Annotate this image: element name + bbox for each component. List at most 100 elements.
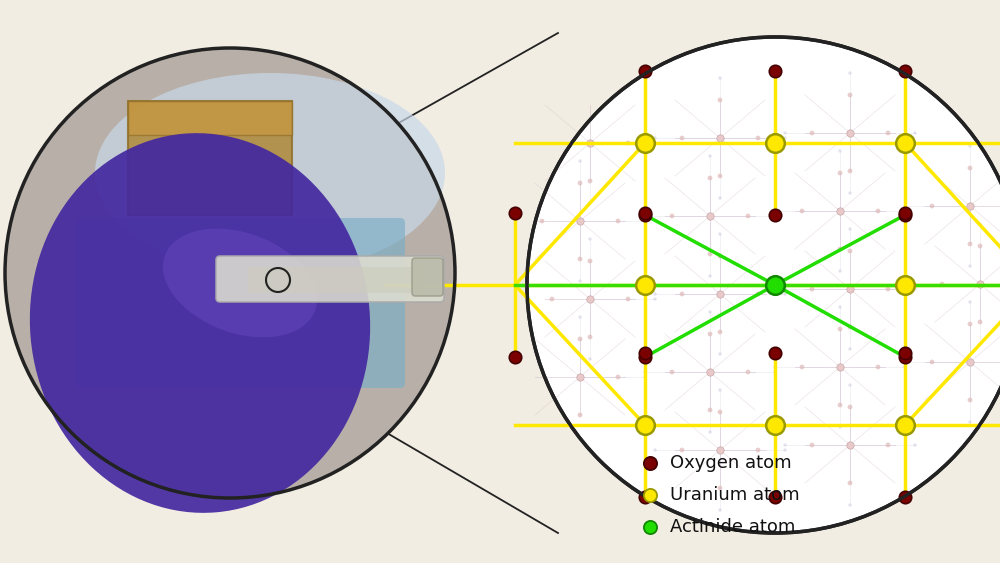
Point	[832, 302, 848, 311]
Point	[642, 522, 658, 531]
Point	[842, 167, 858, 176]
Text: Oxygen atom: Oxygen atom	[670, 454, 792, 472]
Point	[962, 418, 978, 427]
Point	[712, 328, 728, 337]
Point	[702, 271, 718, 280]
Point	[712, 445, 728, 454]
Point	[842, 189, 858, 198]
Point	[832, 146, 848, 155]
Point	[674, 445, 690, 454]
Point	[712, 252, 728, 261]
Point	[767, 421, 783, 430]
Point	[777, 284, 793, 293]
Point	[777, 133, 793, 142]
Point	[637, 348, 653, 358]
Point	[572, 410, 588, 419]
Point	[572, 312, 588, 321]
Point	[972, 339, 988, 348]
Point	[582, 176, 598, 185]
Point	[897, 138, 913, 148]
Point	[832, 324, 848, 333]
Point	[767, 207, 783, 216]
Point	[572, 373, 588, 382]
Point	[702, 307, 718, 316]
Point	[712, 96, 728, 105]
Point	[804, 284, 820, 293]
Point	[962, 297, 978, 306]
Point	[897, 358, 913, 367]
Point	[962, 239, 978, 248]
Point	[972, 279, 988, 288]
Point	[924, 202, 940, 211]
Point	[702, 212, 718, 221]
Point	[804, 128, 820, 137]
Point	[637, 352, 653, 361]
Point	[637, 493, 653, 502]
Point	[870, 363, 886, 372]
Point	[647, 294, 663, 303]
Point	[582, 138, 598, 148]
Point	[637, 368, 653, 377]
Point	[897, 421, 913, 430]
Point	[702, 173, 718, 182]
Point	[712, 386, 728, 395]
FancyBboxPatch shape	[75, 218, 405, 388]
Point	[907, 440, 923, 449]
Point	[712, 289, 728, 298]
Point	[702, 368, 718, 377]
Point	[712, 350, 728, 359]
FancyBboxPatch shape	[216, 256, 444, 302]
Point	[842, 501, 858, 510]
Point	[582, 235, 598, 244]
Point	[842, 284, 858, 293]
Point	[962, 358, 978, 367]
Point	[702, 405, 718, 414]
Point	[572, 334, 588, 343]
Point	[777, 445, 793, 454]
Point	[637, 217, 653, 226]
Point	[712, 172, 728, 181]
Point	[842, 91, 858, 100]
Point	[842, 403, 858, 412]
Point	[972, 220, 988, 229]
Point	[767, 493, 783, 502]
Point	[897, 207, 913, 216]
Point	[832, 168, 848, 177]
Point	[842, 69, 858, 78]
Point	[794, 363, 810, 372]
Point	[637, 138, 653, 148]
Point	[637, 421, 653, 430]
Point	[647, 289, 663, 298]
Point	[647, 133, 663, 142]
Point	[880, 128, 896, 137]
Point	[907, 128, 923, 137]
Point	[924, 358, 940, 367]
Point	[642, 458, 658, 467]
Point	[664, 212, 680, 221]
Point	[712, 408, 728, 417]
Point	[702, 427, 718, 436]
Point	[610, 217, 626, 226]
Point	[767, 66, 783, 75]
Point	[664, 368, 680, 377]
Point	[637, 280, 653, 289]
Point	[702, 249, 718, 258]
Point	[880, 284, 896, 293]
Point	[842, 440, 858, 449]
Point	[712, 133, 728, 142]
Point	[897, 493, 913, 502]
Point	[962, 261, 978, 270]
Point	[777, 440, 793, 449]
Text: Uranium atom: Uranium atom	[670, 486, 800, 504]
Point	[620, 138, 636, 148]
Point	[767, 211, 783, 220]
Point	[712, 230, 728, 239]
Point	[767, 348, 783, 358]
Circle shape	[527, 37, 1000, 533]
Point	[750, 289, 766, 298]
Point	[897, 348, 913, 358]
Point	[897, 202, 913, 211]
Point	[610, 373, 626, 382]
Point	[832, 244, 848, 253]
Text: Actinide atom: Actinide atom	[670, 518, 795, 536]
